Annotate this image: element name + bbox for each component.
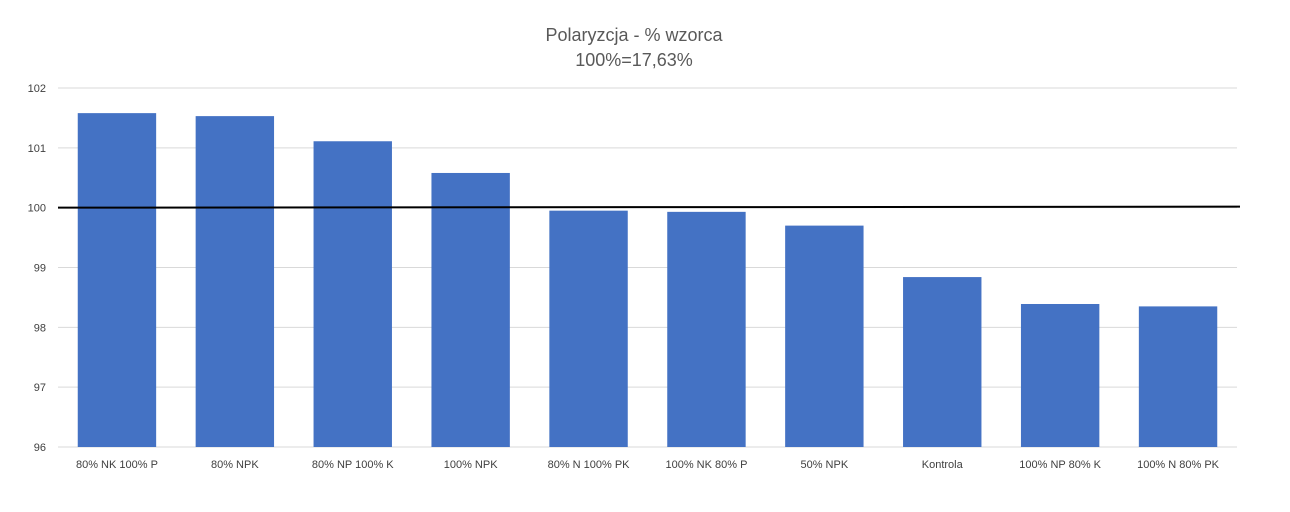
bar (667, 211, 746, 447)
x-tick-label: 50% NPK (800, 459, 848, 471)
y-tick-label: 98 (34, 322, 46, 334)
x-tick-label: 80% N 100% PK (548, 459, 631, 471)
chart-title: Polaryzcja - % wzorca (545, 25, 723, 45)
x-tick-label: 80% NPK (211, 459, 259, 471)
bar (903, 277, 982, 447)
bar (549, 210, 628, 447)
bar-series (77, 113, 1218, 448)
x-tick-label: Kontrola (922, 459, 964, 471)
chart-subtitle: 100%=17,63% (575, 50, 693, 70)
x-tick-label: 100% NPK (444, 459, 498, 471)
y-tick-label: 99 (34, 263, 46, 275)
bar (785, 225, 864, 447)
y-tick-label: 100 (28, 203, 46, 215)
x-tick-label: 80% NK 100% P (76, 459, 158, 471)
bar (431, 172, 510, 448)
y-tick-label: 101 (28, 143, 46, 155)
x-tick-label: 100% NK 80% P (665, 459, 747, 471)
x-axis: 80% NK 100% P 80% NPK 80% NP 100% K 100% NP… (76, 459, 1220, 471)
y-axis: 96 97 98 99 100 101 102 (28, 83, 46, 454)
bar (195, 116, 275, 447)
y-tick-label: 96 (34, 442, 46, 454)
y-tick-label: 102 (28, 83, 46, 95)
x-tick-label: 100% NP 80% K (1019, 459, 1101, 471)
reference-line-group (57, 205, 1241, 209)
y-tick-label: 97 (34, 382, 46, 394)
bar (77, 113, 157, 447)
x-tick-label: 100% N 80% PK (1137, 459, 1220, 471)
bar (1138, 306, 1218, 447)
reference-line (57, 205, 1241, 209)
x-tick-label: 80% NP 100% K (312, 459, 394, 471)
bar (1020, 303, 1100, 447)
bar (313, 141, 392, 448)
